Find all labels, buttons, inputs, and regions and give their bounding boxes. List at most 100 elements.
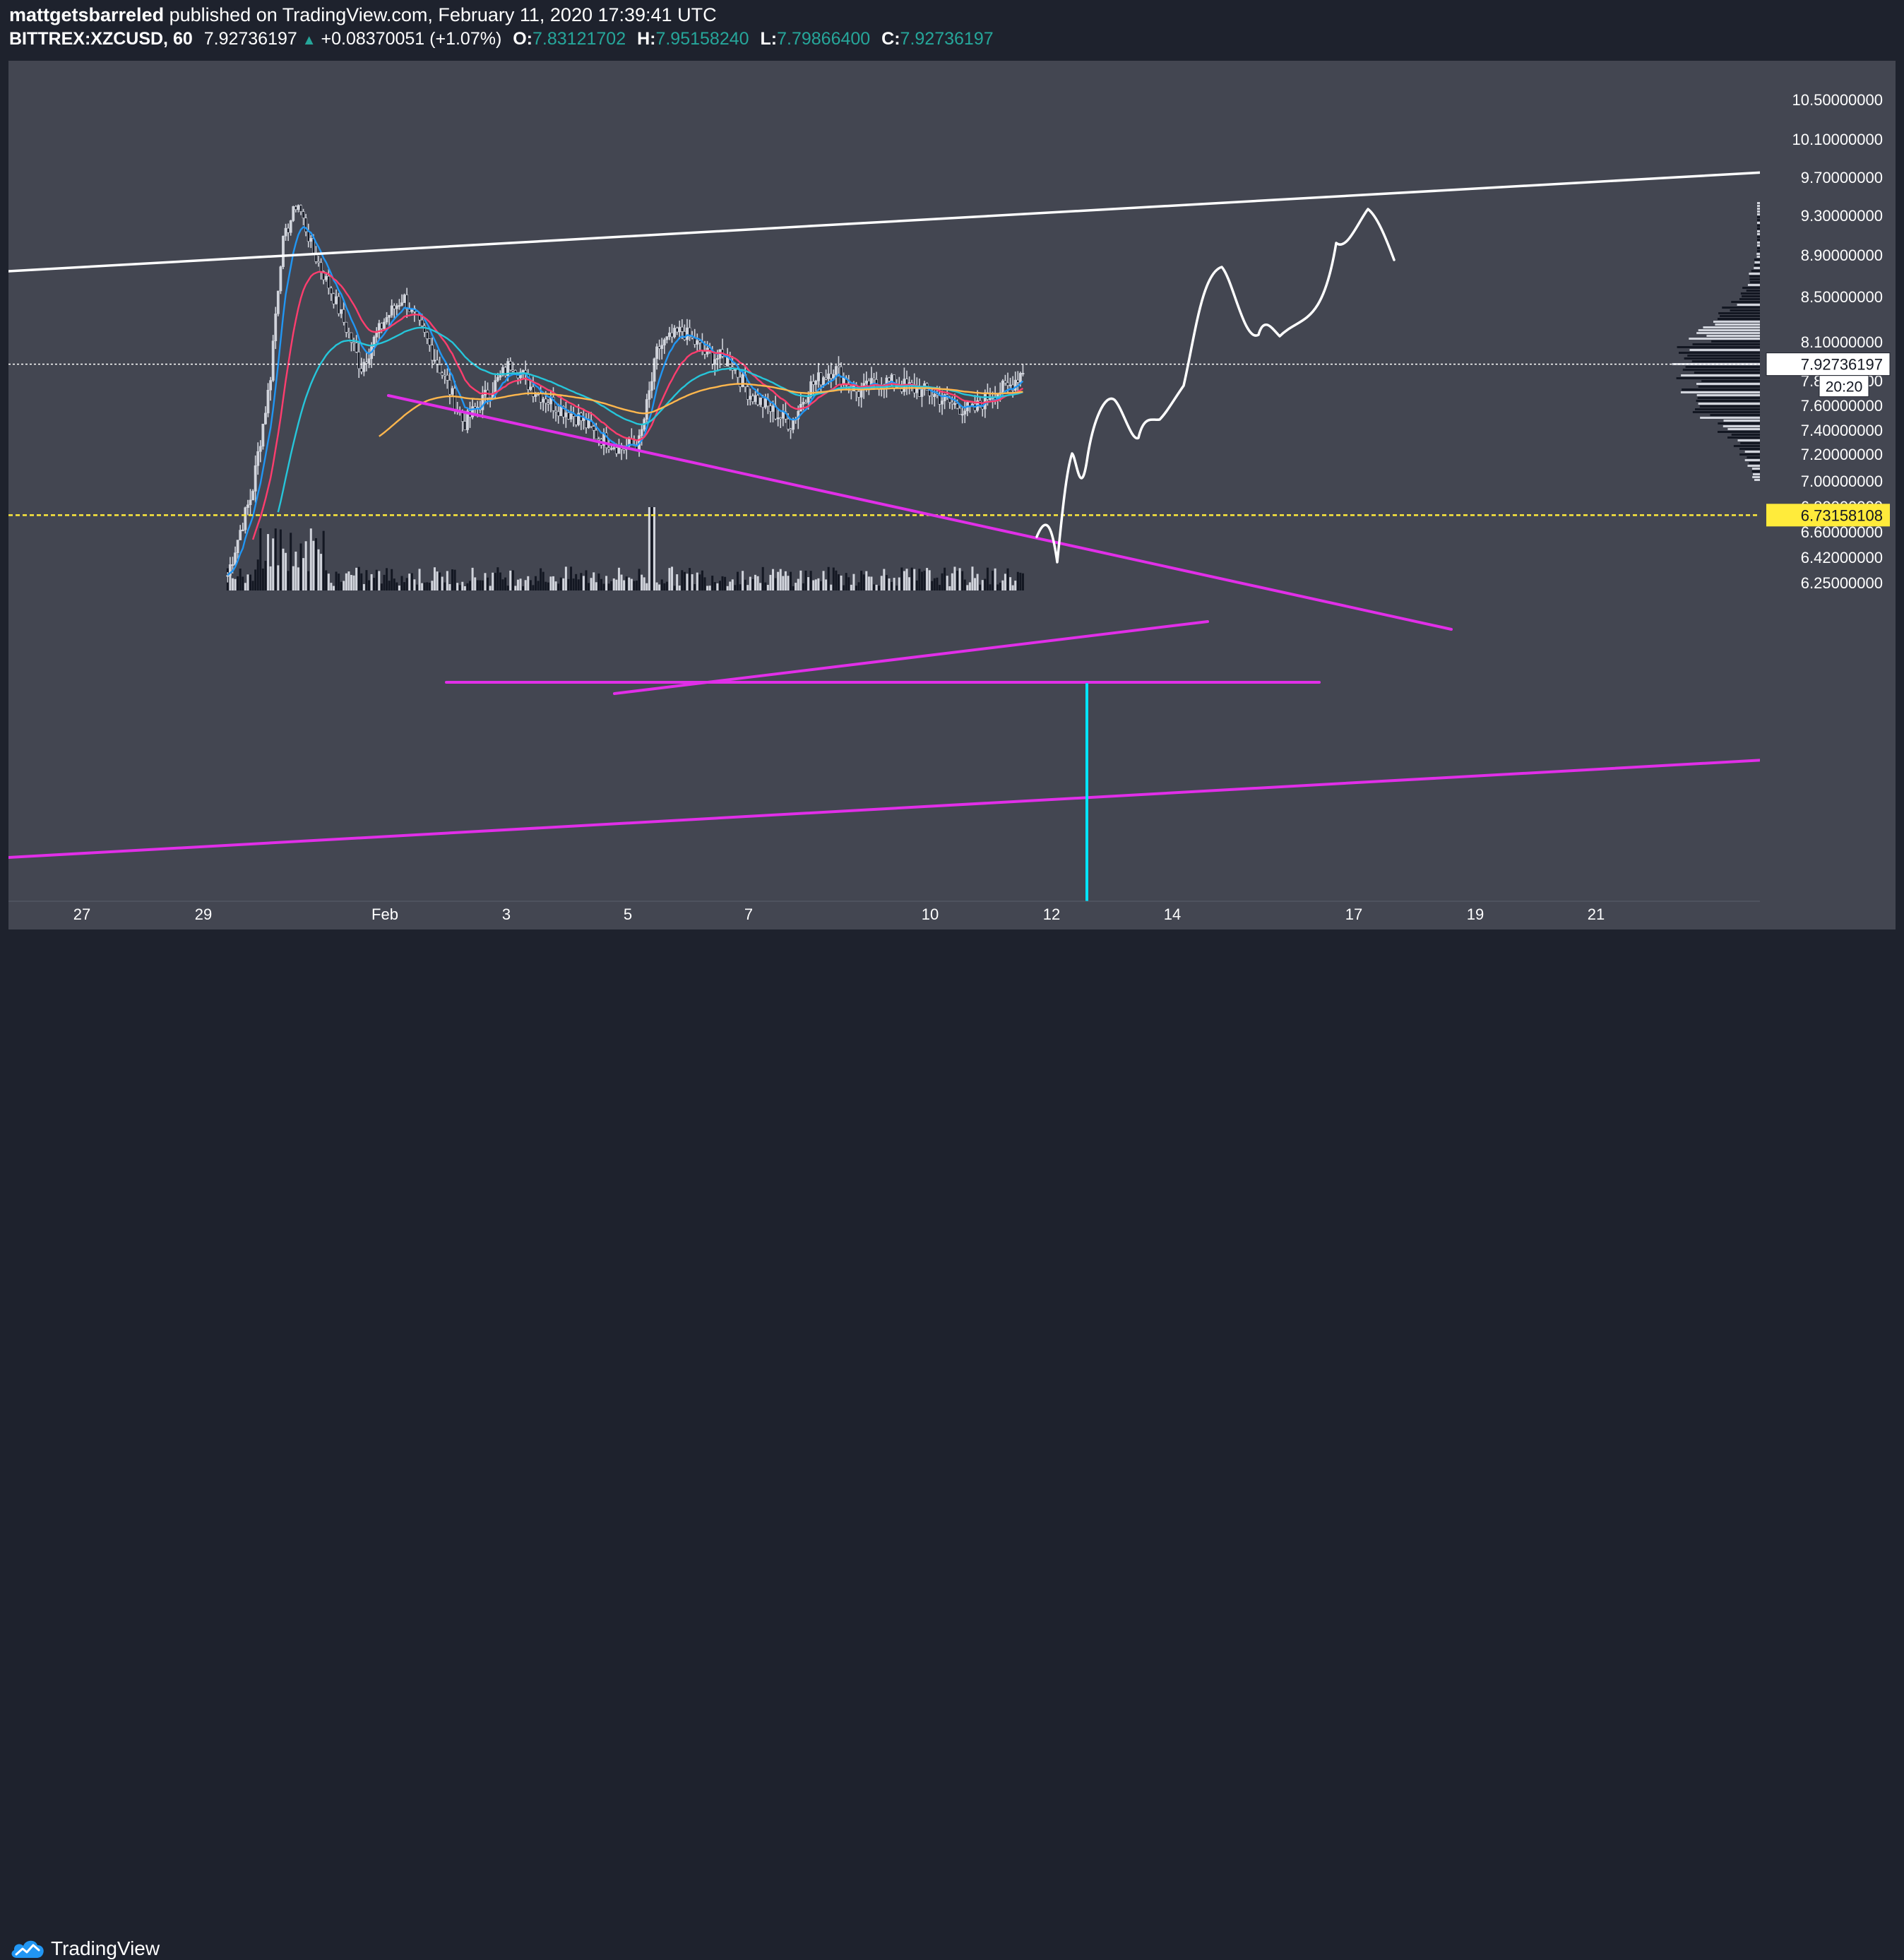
candle-body [804,402,807,404]
candle-body [246,504,249,509]
volume-bar [837,574,840,590]
volume-bar [891,581,893,590]
volume-bar [855,586,857,590]
candle-body [405,295,409,309]
volume-bar [905,569,908,590]
profile-bar [1676,377,1760,379]
price-chart[interactable]: 10.50000000 10.10000000 9.70000000 9.300000… [8,61,1896,929]
profile-bar [1696,400,1760,402]
candle-body [284,227,287,237]
profile-bar [1757,225,1760,227]
volume-bar [332,586,335,590]
volume-bar [951,573,953,590]
volume-bar [948,586,951,590]
candle-body [864,381,868,384]
volume-bar [739,584,742,590]
candle-body [561,406,565,417]
volume-bar [274,528,277,590]
profile-bar [1679,352,1760,354]
time-tick-label: 3 [502,905,511,923]
candlesticks [226,204,1025,583]
volume-bar [931,581,934,590]
close-label: C: [881,29,900,49]
volume-bar [777,571,780,590]
time-axis[interactable]: 27 29 Feb 3 5 7 10 12 14 17 19 21 [8,901,1760,929]
volume-bar [961,571,964,590]
profile-bar [1752,473,1760,475]
volume-bar [527,576,530,590]
candle-body [938,395,941,405]
volume-bar [671,566,674,590]
volume-bar [880,576,883,590]
candle-body [350,332,353,343]
open-label: O: [513,29,533,49]
volume-bar [852,574,855,590]
candle-body [289,220,292,233]
profile-bar [1700,417,1760,419]
volume-bar [552,576,554,590]
volume-bar [600,578,602,590]
candle-body [365,362,368,364]
candle-body [521,370,525,373]
level-price-label: 6.73158108 [1801,506,1883,524]
volume-bar [910,567,913,590]
volume-bar [564,566,567,590]
candle-body [739,376,742,387]
candle-body [420,319,424,326]
profile-bar [1757,227,1760,230]
volume-bar [277,565,280,590]
tradingview-brand[interactable]: TradingView [51,1937,160,1959]
volume-bar [395,582,398,590]
volume-bar [908,577,911,590]
volume-bar [668,568,671,590]
volume-bar [612,578,615,590]
volume-bar [421,583,424,590]
profile-bar [1739,448,1760,450]
price-axis[interactable]: 10.50000000 10.10000000 9.70000000 9.300000… [1760,61,1896,929]
candle-body [511,369,515,372]
volume-bar [391,569,393,590]
candle-body [276,290,280,314]
volume-bar [314,537,317,590]
volume-bar [499,572,501,590]
profile-bar [1730,309,1760,311]
candle-body [241,529,244,531]
candle-body [710,351,714,365]
volume-bar [847,577,850,590]
volume-bar [883,569,886,590]
countdown-label: 20:20 [1826,379,1863,396]
volume-bar [944,567,946,590]
volume-bar [999,582,1001,590]
volume-bar [297,567,299,590]
volume-bar [698,574,701,590]
volume-bar [570,566,573,590]
chart-pane[interactable]: 10.50000000 10.10000000 9.70000000 9.300000… [8,61,1896,929]
volume-bar [802,583,804,590]
candle-body [388,314,391,318]
candle-body [423,325,427,333]
volume-bar [476,580,479,590]
candle-body [736,368,739,378]
tradingview-cloud-icon[interactable] [10,1937,45,1959]
volume-bar [843,585,845,590]
symbol-label[interactable]: BITTREX:XZCUSD, 60 [9,29,193,49]
magenta-descending-trendline [387,394,1453,631]
volume-bar [817,578,820,590]
volume-bar [724,576,727,590]
price-axis-bg [1760,61,1896,929]
volume-bar [244,583,246,590]
volume-bar [956,571,958,590]
profile-bar [1757,208,1760,210]
candle-body [282,235,285,267]
candle-body [244,507,247,530]
volume-bar [602,583,605,590]
author-name[interactable]: mattgetsbarreled [9,4,165,25]
profile-bar [1746,290,1760,292]
candle-body [261,423,265,447]
candle-body [264,412,267,424]
volume-bar [918,569,921,590]
candle-body [258,446,262,452]
candle-body [789,429,792,431]
profile-bar [1757,219,1760,221]
candle-body [665,336,669,340]
